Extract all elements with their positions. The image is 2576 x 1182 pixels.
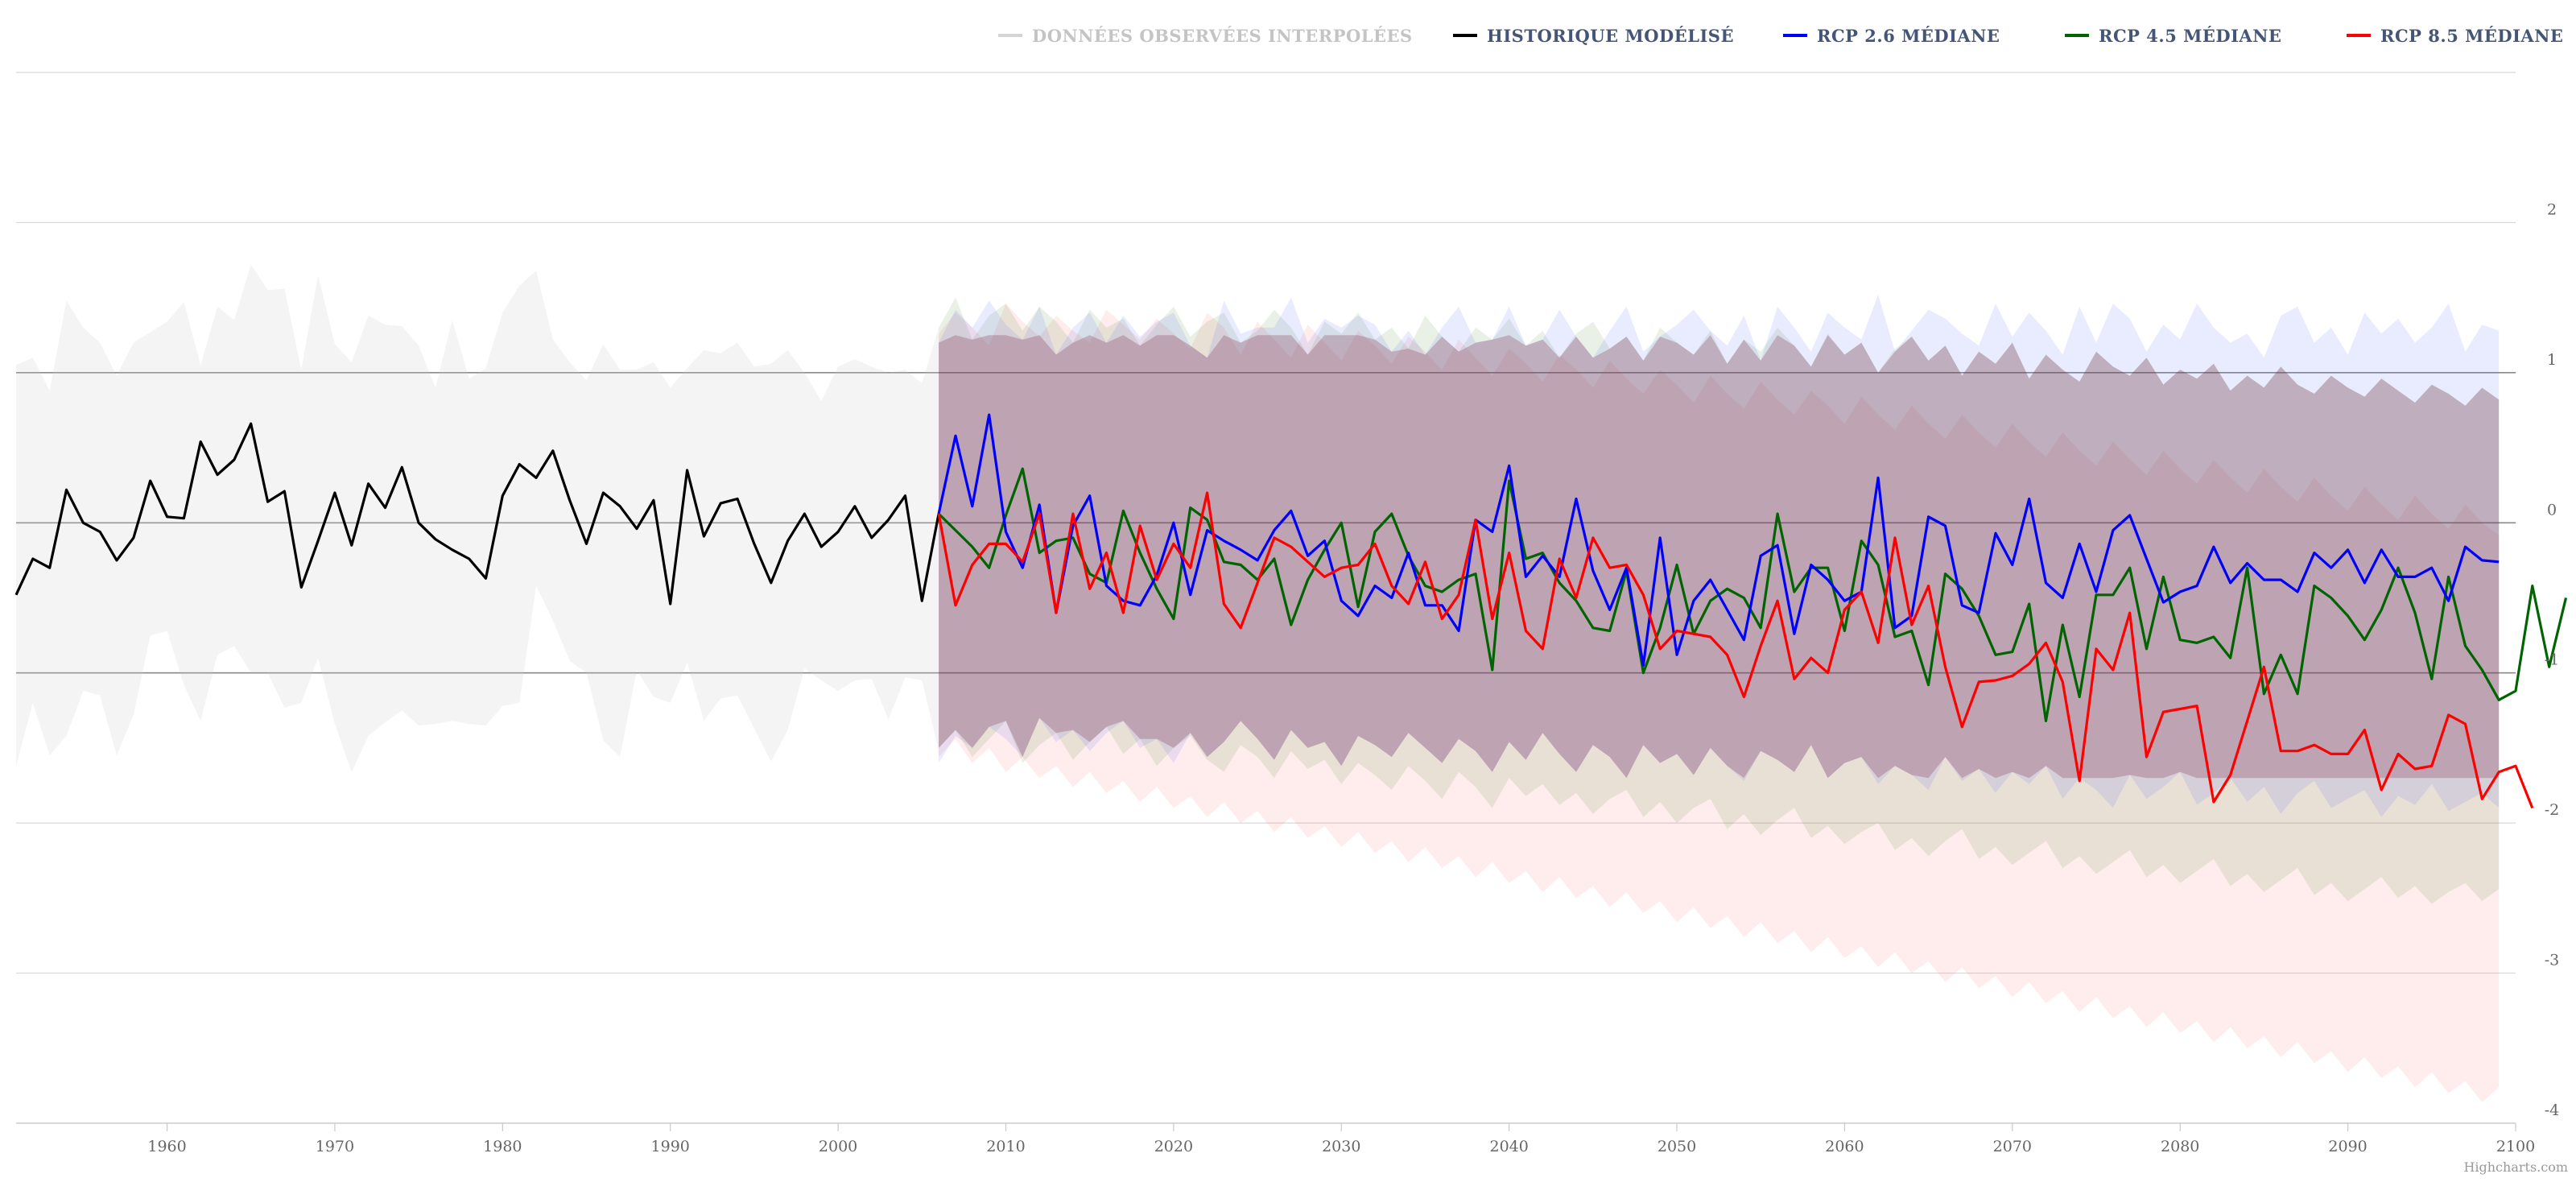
x-tick-label: 2050 [1657,1138,1696,1155]
grid-lines [16,72,2516,1131]
y-tick-label: -1 [2545,651,2560,669]
legend-item-historical[interactable]: HISTORIQUE MODÉLISÉ [1453,26,1734,46]
x-tick-label: 2090 [2328,1138,2367,1155]
x-tick-label: 2000 [819,1138,857,1155]
x-tick-label: 2060 [1825,1138,1864,1155]
y-tick-label: -3 [2545,952,2560,969]
historical-line [14,422,940,605]
legend-item-rcp85[interactable]: RCP 8.5 MÉDIANE [2347,26,2563,46]
rcp85-band [939,304,2500,1102]
legend-label: DONNÉES OBSERVÉES INTERPOLÉES [1032,26,1413,46]
x-axis-ticks: 1960 1970 1980 1990 2000 2010 2020 2030 2040 2050… [147,1138,2535,1155]
rcp26-line [937,413,2500,667]
x-tick-label: 2070 [1993,1138,2032,1155]
x-tick-label: 2080 [2161,1138,2199,1155]
rcp45-line [937,467,2568,723]
legend-item-rcp26[interactable]: RCP 2.6 MÉDIANE [1783,26,2000,46]
y-tick-label: 1 [2547,351,2557,369]
legend: DONNÉES OBSERVÉES INTERPOLÉES HISTORIQUE … [998,26,2563,46]
rcp85-line [937,491,2534,809]
x-tick-label: 2010 [986,1138,1025,1155]
rcp45-band [939,297,2500,904]
y-tick-label: -2 [2545,801,2560,819]
series-lines [14,413,2568,809]
overlap-band [939,335,2500,779]
x-tick-label: 1970 [316,1138,354,1155]
y-tick-label: 0 [2547,501,2557,519]
legend-label: HISTORIQUE MODÉLISÉ [1487,26,1734,46]
x-tick-label: 2040 [1489,1138,1528,1155]
uncertainty-bands [16,264,2500,1102]
x-tick-label: 1980 [483,1138,522,1155]
x-tick-label: 2020 [1154,1138,1193,1155]
y-tick-label: 2 [2547,200,2557,218]
rcp26-band [939,294,2500,817]
y-tick-label: -4 [2545,1101,2560,1119]
credits-text[interactable]: Highcharts.com [2463,1159,2568,1175]
x-tick-label: 1960 [147,1138,186,1155]
legend-item-observed[interactable]: DONNÉES OBSERVÉES INTERPOLÉES [998,26,1413,46]
y-axis-ticks: 2 1 0 -1 -2 -3 -4 [2545,200,2560,1119]
legend-item-rcp45[interactable]: RCP 4.5 MÉDIANE [2065,26,2281,46]
x-tick-label: 2100 [2496,1138,2535,1155]
legend-label: RCP 4.5 MÉDIANE [2099,26,2281,46]
historical-band [16,264,939,772]
x-tick-label: 1990 [651,1138,690,1155]
x-tick-label: 2030 [1322,1138,1360,1155]
legend-label: RCP 2.6 MÉDIANE [1817,26,2000,46]
legend-label: RCP 8.5 MÉDIANE [2380,26,2563,46]
